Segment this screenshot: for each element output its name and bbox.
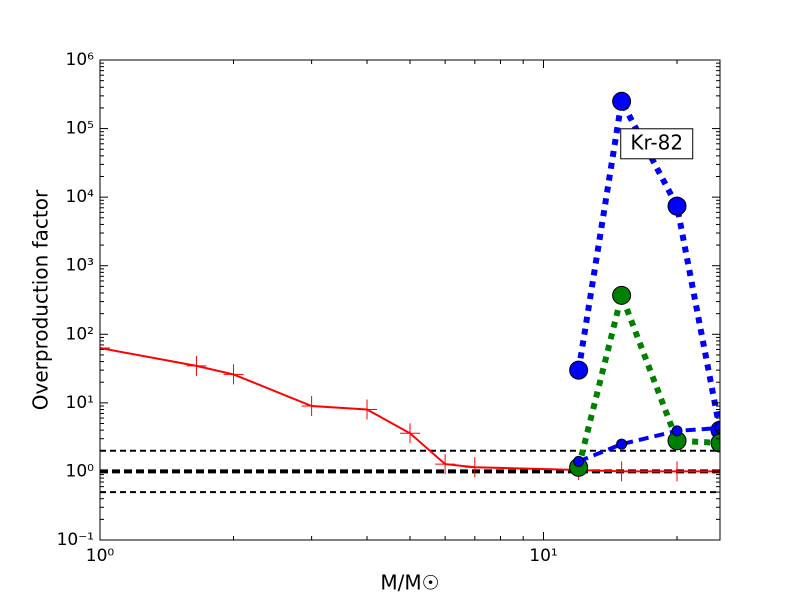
circle-marker: [569, 360, 589, 380]
x-tick-label: 10⁰: [86, 546, 115, 566]
plus-marker: [301, 395, 322, 416]
circle-marker: [671, 425, 683, 437]
series-line: [575, 285, 720, 468]
y-tick-label: 10²: [66, 324, 94, 344]
y-tick-label: 10⁴: [66, 187, 95, 207]
y-tick-label: 10⁶: [66, 50, 95, 70]
y-tick-label: 10³: [66, 256, 94, 276]
circle-marker: [616, 438, 628, 450]
y-tick-label: 10¹: [66, 393, 94, 413]
y-tick-label: 10⁵: [66, 119, 94, 139]
circle-marker: [612, 285, 632, 305]
y-axis-label: Overproduction factor: [29, 189, 53, 410]
plus-marker: [435, 454, 456, 475]
annotation: Kr-82: [630, 130, 683, 154]
plus-marker: [223, 364, 244, 385]
y-tick-label: 10⁻¹: [57, 530, 94, 550]
annotation-box: [620, 128, 694, 160]
plus-marker: [400, 423, 420, 444]
plot-area: [100, 91, 720, 494]
circle-marker: [612, 91, 632, 111]
series-line: [577, 425, 720, 464]
plus-marker: [464, 457, 485, 478]
plus-marker: [100, 338, 110, 359]
x-tick-label: 10¹: [529, 546, 557, 566]
y-tick-label: 10⁰: [66, 461, 95, 481]
x-axis-label: M/M☉: [380, 571, 439, 595]
plus-marker: [357, 399, 378, 420]
circle-marker: [667, 196, 687, 216]
plus-marker: [186, 355, 207, 376]
series-line: [575, 91, 720, 431]
circle-marker: [573, 455, 585, 467]
plus-marker: [611, 461, 632, 482]
plus-marker: [667, 461, 688, 482]
